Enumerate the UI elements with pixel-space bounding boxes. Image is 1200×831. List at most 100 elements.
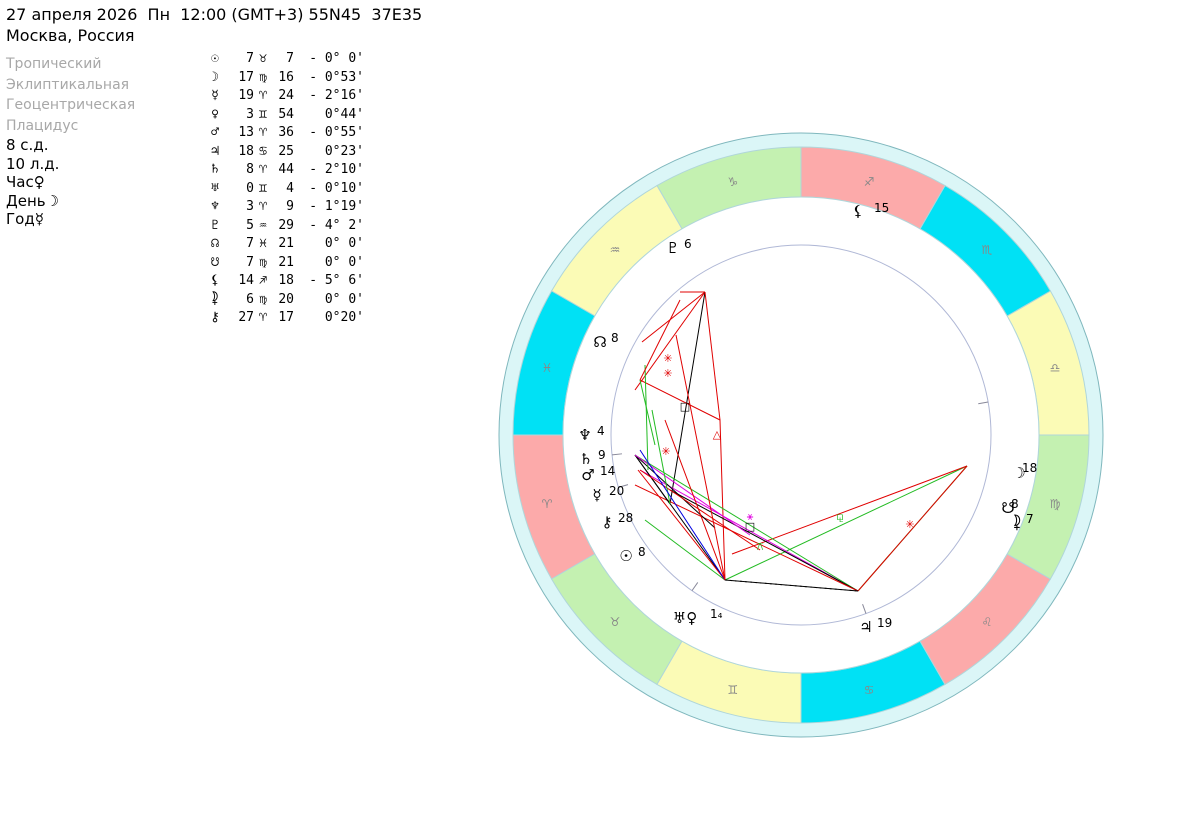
degree: 3 <box>246 199 254 214</box>
latitude: 0°44' <box>324 106 364 122</box>
planet-marker-degree: 8 <box>638 545 646 559</box>
aspect-line <box>664 419 726 581</box>
aspect-line <box>637 469 726 581</box>
sign-glyph: ♈ <box>259 125 267 140</box>
year-ruler: Год☿ <box>6 210 44 228</box>
zodiac-sign-glyph: ♊ <box>728 683 739 697</box>
planet-row: ☿ 19 ♈ 24 - 2°16' <box>204 87 364 106</box>
zodiac-sign-glyph: ♉ <box>610 615 621 629</box>
sign-glyph: ♊ <box>259 106 267 122</box>
chart-settings-list: Тропический Эклиптикальная Геоцентрическ… <box>6 54 135 136</box>
zodiac-sign-glyph: ♎ <box>1050 361 1061 375</box>
planet-row: ☊ 7 ♓ 21 0° 0' <box>204 235 364 254</box>
sign-glyph: ♈ <box>259 88 267 103</box>
planet-marker-glyph: ♅♀ <box>673 609 697 627</box>
planet-glyph: ☋ <box>211 254 219 270</box>
degree: 17 <box>238 69 254 85</box>
degree-tick <box>862 603 867 614</box>
planet-glyph: ⚸ <box>210 273 220 288</box>
planet-marker-glyph: ♆ <box>578 426 591 444</box>
planet-positions-table: ☉ 7 ♉ 7 - 0° 0' ☽ 17 ♍ 16 - 0°53' ☿ 19 ♈ 24 - 2°16' ♀ 3 ♊… <box>204 50 364 328</box>
sign-glyph: ♍ <box>259 69 267 85</box>
aspect-line <box>634 454 751 536</box>
minutes: 44 <box>278 162 294 177</box>
coordinate-system: Эклиптикальная <box>6 76 130 93</box>
minutes: 29 <box>278 217 294 233</box>
zodiac-sign-glyph: ♋ <box>864 683 875 697</box>
aspect-line <box>719 419 726 581</box>
aspect-line <box>634 291 706 391</box>
planet-marker-degree: 1₄ <box>710 607 723 621</box>
minutes: 16 <box>278 69 294 85</box>
zodiac-sign-glyph: ♓ <box>542 361 553 375</box>
minutes: 18 <box>278 273 294 288</box>
planet-marker-degree: 28 <box>618 511 633 525</box>
zodiac-sign-glyph: ♈ <box>542 497 553 511</box>
day-info-list: 8 с.д. 10 л.д. Час♀ День☽ Год☿ <box>6 136 59 229</box>
degree-tick <box>611 453 623 456</box>
planet-marker-degree: 15 <box>874 201 889 215</box>
degree-tick <box>618 484 629 488</box>
planet-row: ♅ 0 ♊ 4 - 0°10' <box>204 180 364 199</box>
sign-glyph: ♉ <box>259 51 267 66</box>
planet-row: ♇ 5 ♒ 29 - 4° 2' <box>204 217 364 236</box>
sign-glyph: ♋ <box>259 143 267 159</box>
aspect-symbol: ✳ <box>905 518 914 531</box>
zodiac-type: Тропический <box>6 56 102 72</box>
planet-row: ⚷ 27 ♈ 17 0°20' <box>204 309 364 328</box>
planet-marker-glyph: ☊ <box>593 333 606 351</box>
aspect-circle <box>610 244 992 626</box>
planet-marker-degree: 18 <box>1022 461 1037 475</box>
aspect-symbol: ✳ <box>663 367 672 380</box>
planet-glyph: ♀ <box>211 106 219 122</box>
aspect-line <box>639 469 859 592</box>
degree: 27 <box>238 310 254 325</box>
minutes: 21 <box>278 254 294 270</box>
planet-glyph: ♅ <box>211 180 219 196</box>
zodiac-sign-glyph: ♐ <box>864 175 875 189</box>
aspect-symbol: ⚻ <box>756 540 763 553</box>
minutes: 36 <box>278 125 294 140</box>
aspect-symbol: □ <box>745 520 755 533</box>
aspect-symbol: ⚹ <box>747 510 754 523</box>
planet-glyph: ♃ <box>211 143 219 159</box>
planet-row: ♀ 3 ♊ 54 0°44' <box>204 106 364 125</box>
planet-row: ♆ 3 ♈ 9 - 1°19' <box>204 198 364 217</box>
planet-row: ☽ 17 ♍ 16 - 0°53' <box>204 69 364 88</box>
planet-glyph: ♄ <box>211 162 219 177</box>
sign-glyph: ♈ <box>259 310 267 325</box>
planet-marker-glyph: ♇ <box>666 239 679 257</box>
planet-marker-glyph: ☋ <box>1001 499 1014 517</box>
aspect-line <box>634 454 859 592</box>
degree: 3 <box>246 106 254 122</box>
latitude: - 2°10' <box>309 162 364 177</box>
house-system: Плацидус <box>6 117 79 134</box>
aspect-line <box>644 364 649 471</box>
planet-marker-degree: 14 <box>600 464 615 478</box>
planet-glyph: ♇ <box>211 217 219 233</box>
solar-day: 8 с.д. <box>6 136 49 154</box>
minutes: 25 <box>278 143 294 159</box>
minutes: 54 <box>278 106 294 122</box>
minutes: 24 <box>278 88 294 103</box>
aspect-symbol: ✳ <box>661 445 670 458</box>
planet-glyph: ⯝ <box>211 291 219 307</box>
planet-marker-glyph: ☉ <box>619 547 632 565</box>
planet-row: ♃ 18 ♋ 25 0°23' <box>204 143 364 162</box>
planet-marker-glyph: ♄ <box>579 450 592 468</box>
degree: 7 <box>246 254 254 270</box>
latitude: - 4° 2' <box>309 217 364 233</box>
center-type: Геоцентрическая <box>6 97 136 113</box>
degree: 14 <box>238 273 254 288</box>
sign-glyph: ♊ <box>259 180 267 196</box>
sign-glyph: ♈ <box>259 199 267 214</box>
degree-tick <box>691 582 699 591</box>
aspect-line <box>704 291 721 421</box>
sign-glyph: ♓ <box>259 236 267 251</box>
aspect-line <box>669 489 859 592</box>
latitude: 0° 0' <box>324 291 364 307</box>
aspect-line <box>651 409 671 505</box>
planet-row: ☋ 7 ♍ 21 0° 0' <box>204 254 364 273</box>
latitude: 0° 0' <box>324 236 364 251</box>
inner-area <box>562 196 1040 674</box>
